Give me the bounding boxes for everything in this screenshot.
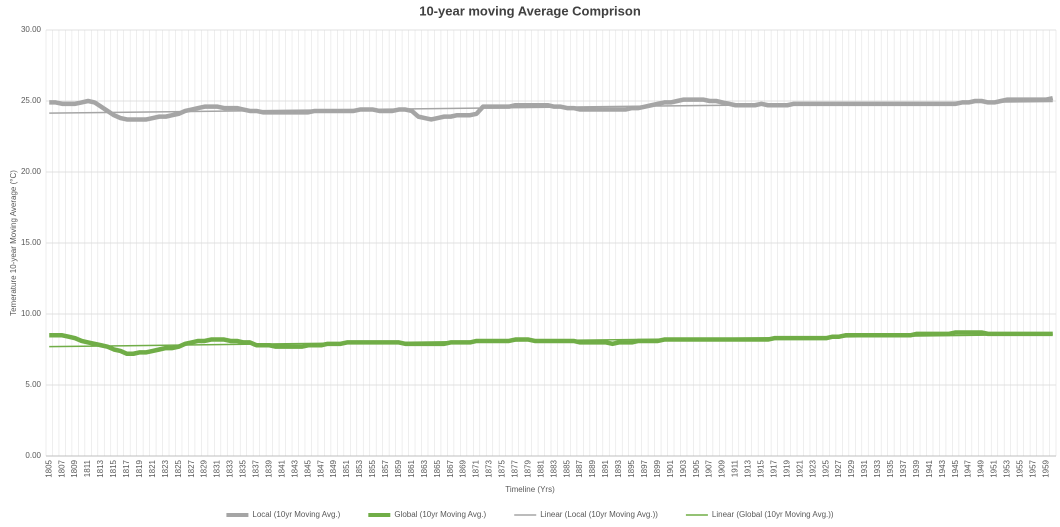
x-tick-label: 1959 [1041, 459, 1050, 477]
x-tick-label: 1847 [316, 459, 325, 477]
x-tick-label: 1957 [1028, 459, 1037, 477]
x-tick-label: 1901 [666, 459, 675, 477]
x-tick-label: 1927 [834, 459, 843, 477]
x-tick-label: 1831 [213, 459, 222, 477]
x-tick-label: 1893 [614, 459, 623, 477]
x-tick-label: 1853 [355, 459, 364, 477]
x-tick-label: 1915 [757, 459, 766, 477]
legend: Local (10yr Moving Avg.) Global (10yr Mov… [226, 510, 834, 519]
x-tick-label: 1933 [873, 459, 882, 477]
x-tick-label: 1835 [239, 459, 248, 477]
x-tick-label: 1837 [252, 459, 261, 477]
x-tick-label: 1879 [523, 459, 532, 477]
x-tick-label: 1809 [70, 459, 79, 477]
x-tick-label: 1825 [174, 459, 183, 477]
x-tick-label: 1913 [744, 459, 753, 477]
x-tick-label: 1911 [731, 459, 740, 477]
y-tick-label: 30.00 [21, 25, 42, 34]
x-tick-label: 1939 [912, 459, 921, 477]
x-tick-label: 1947 [964, 459, 973, 477]
x-tick-label: 1863 [420, 459, 429, 477]
legend-label: Linear (Local (10yr Moving Avg.)) [540, 510, 658, 519]
x-tick-label: 1865 [433, 459, 442, 477]
chart-title: 10-year moving Average Comprison [419, 3, 641, 18]
legend-label: Linear (Global (10yr Moving Avg.)) [712, 510, 834, 519]
legend-label: Local (10yr Moving Avg.) [252, 510, 340, 519]
x-tick-label: 1943 [938, 459, 947, 477]
x-tick-label: 1829 [200, 459, 209, 477]
grid [45, 29, 1057, 457]
x-tick-label: 1953 [1003, 459, 1012, 477]
x-tick-label: 1815 [109, 459, 118, 477]
x-tick-label: 1861 [407, 459, 416, 477]
x-tick-label: 1937 [899, 459, 908, 477]
y-tick-label: 15.00 [21, 238, 42, 247]
x-tick-label: 1899 [653, 459, 662, 477]
x-tick-label: 1873 [485, 459, 494, 477]
x-tick-label: 1917 [769, 459, 778, 477]
x-tick-label: 1859 [394, 459, 403, 477]
x-tick-label: 1885 [562, 459, 571, 477]
x-tick-label: 1905 [692, 459, 701, 477]
x-tick-label: 1895 [627, 459, 636, 477]
x-tick-label: 1841 [277, 459, 286, 477]
x-tick-label: 1941 [925, 459, 934, 477]
x-tick-label: 1871 [472, 459, 481, 477]
y-axis-title: Temerature 10-year Moving Average (°C) [9, 170, 18, 316]
y-tick-label: 25.00 [21, 96, 42, 105]
y-tick-label: 20.00 [21, 167, 42, 176]
x-tick-label: 1891 [601, 459, 610, 477]
x-tick-label: 1845 [303, 459, 312, 477]
x-tick-label: 1849 [329, 459, 338, 477]
x-tick-label: 1925 [821, 459, 830, 477]
x-tick-label: 1935 [886, 459, 895, 477]
x-tick-label: 1903 [679, 459, 688, 477]
x-tick-label: 1821 [148, 459, 157, 477]
x-tick-label: 1843 [290, 459, 299, 477]
x-tick-label: 1883 [549, 459, 558, 477]
x-tick-label: 1897 [640, 459, 649, 477]
x-tick-label: 1833 [226, 459, 235, 477]
x-tick-label: 1875 [498, 459, 507, 477]
x-tick-label: 1909 [718, 459, 727, 477]
x-tick-label: 1805 [44, 459, 53, 477]
x-tick-label: 1951 [990, 459, 999, 477]
x-tick-label: 1869 [459, 459, 468, 477]
x-tick-label: 1855 [368, 459, 377, 477]
trend-line [49, 333, 1053, 348]
x-tick-label: 1921 [795, 459, 804, 477]
x-tick-label: 1807 [57, 459, 66, 477]
x-tick-label: 1827 [187, 459, 196, 477]
x-tick-label: 1851 [342, 459, 351, 477]
x-tick-label: 1949 [977, 459, 986, 477]
trend-line [49, 100, 1053, 114]
x-tick-label: 1955 [1016, 459, 1025, 477]
x-tick-label: 1811 [83, 459, 92, 477]
x-tick-label: 1931 [860, 459, 869, 477]
x-tick-label: 1889 [588, 459, 597, 477]
x-tick-label: 1929 [847, 459, 856, 477]
legend-label: Global (10yr Moving Avg.) [394, 510, 486, 519]
x-tick-label: 1839 [264, 459, 273, 477]
x-tick-label: 1817 [122, 459, 131, 477]
x-tick-label: 1857 [381, 459, 390, 477]
x-tick-label: 1877 [511, 459, 520, 477]
x-tick-label: 1823 [161, 459, 170, 477]
y-tick-label: 0.00 [25, 451, 41, 460]
y-tick-label: 10.00 [21, 309, 42, 318]
y-tick-label: 5.00 [25, 380, 41, 389]
x-tick-label: 1919 [782, 459, 791, 477]
x-tick-label: 1813 [96, 459, 105, 477]
x-tick-label: 1887 [575, 459, 584, 477]
x-axis-title: Timeline (Yrs) [505, 485, 555, 494]
x-tick-label: 1819 [135, 459, 144, 477]
x-tick-label: 1867 [446, 459, 455, 477]
x-tick-label: 1881 [536, 459, 545, 477]
x-tick-label: 1907 [705, 459, 714, 477]
x-tick-label: 1945 [951, 459, 960, 477]
x-tick-label: 1923 [808, 459, 817, 477]
